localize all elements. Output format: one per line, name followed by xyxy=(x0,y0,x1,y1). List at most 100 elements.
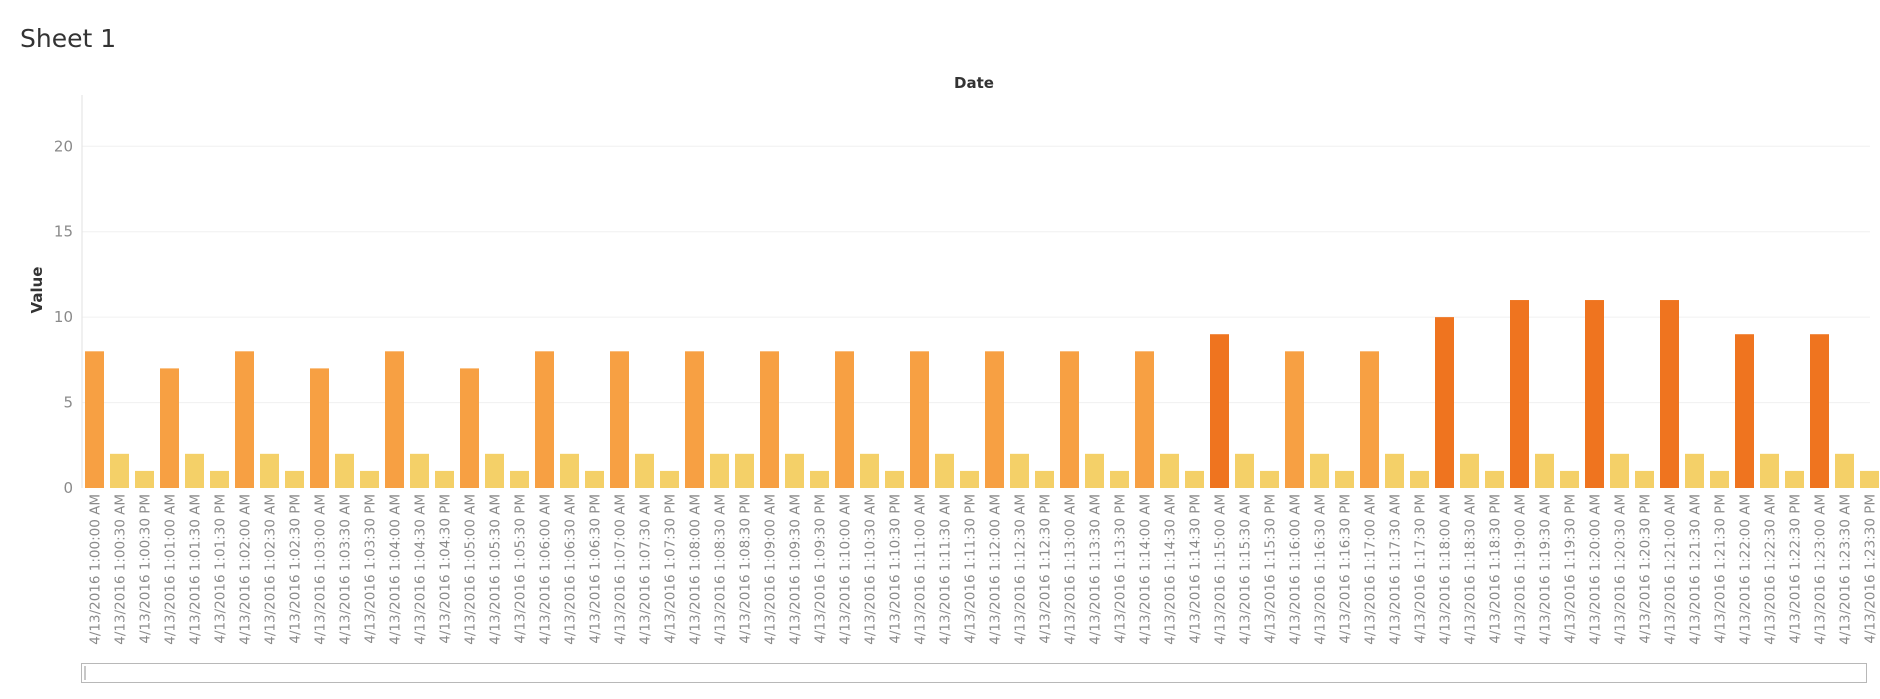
bar xyxy=(1310,453,1329,488)
horizontal-scrollbar[interactable] xyxy=(81,663,1867,683)
bar xyxy=(635,453,654,488)
bar xyxy=(660,470,679,488)
x-tick-label: 4/13/2016 1:02:00 AM xyxy=(238,494,254,645)
x-tick-label: 4/13/2016 1:17:30 PM xyxy=(1413,494,1429,644)
x-tick-label: 4/13/2016 1:07:30 PM xyxy=(663,494,679,644)
x-tick-label: 4/13/2016 1:18:30 PM xyxy=(1488,494,1504,644)
x-tick-label: 4/13/2016 1:14:30 PM xyxy=(1188,494,1204,644)
bar xyxy=(235,351,254,488)
bar xyxy=(1060,351,1079,488)
bar xyxy=(585,470,604,488)
bar xyxy=(535,351,554,488)
x-tick-label: 4/13/2016 1:14:30 AM xyxy=(1163,494,1179,645)
bar xyxy=(935,453,954,488)
y-tick-label: 0 xyxy=(63,479,73,497)
x-tick-label: 4/13/2016 1:19:00 AM xyxy=(1513,494,1529,645)
x-tick-label: 4/13/2016 1:04:30 AM xyxy=(413,494,429,645)
bar xyxy=(960,470,979,488)
bar xyxy=(1585,300,1604,488)
bar xyxy=(1610,453,1629,488)
x-tick-label: 4/13/2016 1:11:30 PM xyxy=(963,494,979,644)
x-tick-label: 4/13/2016 1:22:30 PM xyxy=(1788,494,1804,644)
x-tick-label: 4/13/2016 1:01:30 AM xyxy=(188,494,204,645)
x-tick-label: 4/13/2016 1:09:30 AM xyxy=(788,494,804,645)
x-tick-label: 4/13/2016 1:08:00 AM xyxy=(688,494,704,645)
bar xyxy=(460,368,479,488)
bar xyxy=(1435,317,1454,488)
x-tick-label: 4/13/2016 1:10:00 AM xyxy=(838,494,854,645)
x-tick-label: 4/13/2016 1:22:00 AM xyxy=(1738,494,1754,645)
bar xyxy=(110,453,129,488)
bar xyxy=(210,470,229,488)
bar xyxy=(410,453,429,488)
bar xyxy=(560,453,579,488)
x-tick-label: 4/13/2016 1:06:00 AM xyxy=(538,494,554,645)
bar xyxy=(860,453,879,488)
y-axis-ticks: 0 5 10 15 20 xyxy=(54,137,73,497)
bar xyxy=(985,351,1004,488)
x-tick-label: 4/13/2016 1:04:00 AM xyxy=(388,494,404,645)
bar xyxy=(1210,334,1229,488)
x-tick-label: 4/13/2016 1:13:00 AM xyxy=(1063,494,1079,645)
x-tick-label: 4/13/2016 1:05:30 PM xyxy=(513,494,529,644)
x-tick-label: 4/13/2016 1:03:30 AM xyxy=(338,494,354,645)
bar xyxy=(1760,453,1779,488)
x-tick-label: 4/13/2016 1:20:00 AM xyxy=(1588,494,1604,645)
x-tick-label: 4/13/2016 1:15:30 AM xyxy=(1238,494,1254,645)
bar xyxy=(1685,453,1704,488)
x-tick-label: 4/13/2016 1:16:00 AM xyxy=(1288,494,1304,645)
bar xyxy=(1535,453,1554,488)
bar xyxy=(185,453,204,488)
bar xyxy=(285,470,304,488)
x-tick-label: 4/13/2016 1:03:30 PM xyxy=(363,494,379,644)
bar xyxy=(1735,334,1754,488)
x-tick-label: 4/13/2016 1:02:30 PM xyxy=(288,494,304,644)
bar xyxy=(910,351,929,488)
x-tick-label: 4/13/2016 1:11:00 AM xyxy=(913,494,929,645)
bar xyxy=(1235,453,1254,488)
bar xyxy=(735,453,754,488)
bar xyxy=(1135,351,1154,488)
bar xyxy=(360,470,379,488)
bar xyxy=(1710,470,1729,488)
bar xyxy=(1860,470,1879,488)
x-tick-label: 4/13/2016 1:05:00 AM xyxy=(463,494,479,645)
x-tick-label: 4/13/2016 1:09:30 PM xyxy=(813,494,829,644)
x-tick-label: 4/13/2016 1:19:30 AM xyxy=(1538,494,1554,645)
bar xyxy=(1560,470,1579,488)
bar xyxy=(1185,470,1204,488)
x-tick-label: 4/13/2016 1:15:00 AM xyxy=(1213,494,1229,645)
bar xyxy=(1635,470,1654,488)
x-tick-label: 4/13/2016 1:00:30 PM xyxy=(138,494,154,644)
x-tick-label: 4/13/2016 1:13:30 AM xyxy=(1088,494,1104,645)
bar xyxy=(1160,453,1179,488)
bar xyxy=(1110,470,1129,488)
y-tick-label: 10 xyxy=(54,308,73,326)
y-tick-label: 15 xyxy=(54,223,73,241)
x-tick-label: 4/13/2016 1:23:00 AM xyxy=(1813,494,1829,645)
x-tick-label: 4/13/2016 1:10:30 PM xyxy=(888,494,904,644)
bar xyxy=(385,351,404,488)
x-tick-label: 4/13/2016 1:18:30 AM xyxy=(1463,494,1479,645)
bar xyxy=(1485,470,1504,488)
x-tick-label: 4/13/2016 1:02:30 AM xyxy=(263,494,279,645)
bar xyxy=(510,470,529,488)
x-tick-label: 4/13/2016 1:13:30 PM xyxy=(1113,494,1129,644)
x-tick-label: 4/13/2016 1:00:30 AM xyxy=(113,494,129,645)
bar xyxy=(1360,351,1379,488)
y-axis-title: Value xyxy=(28,267,46,314)
x-tick-label: 4/13/2016 1:07:30 AM xyxy=(638,494,654,645)
bar xyxy=(310,368,329,488)
x-tick-label: 4/13/2016 1:06:30 AM xyxy=(563,494,579,645)
bar xyxy=(435,470,454,488)
bar xyxy=(835,351,854,488)
x-tick-label: 4/13/2016 1:23:30 AM xyxy=(1838,494,1854,645)
y-tick-label: 5 xyxy=(63,394,73,412)
scroll-thumb[interactable] xyxy=(84,666,86,680)
bar xyxy=(1385,453,1404,488)
y-tick-label: 20 xyxy=(54,137,73,155)
bar xyxy=(810,470,829,488)
bars xyxy=(85,300,1879,488)
x-tick-label: 4/13/2016 1:12:30 PM xyxy=(1038,494,1054,644)
